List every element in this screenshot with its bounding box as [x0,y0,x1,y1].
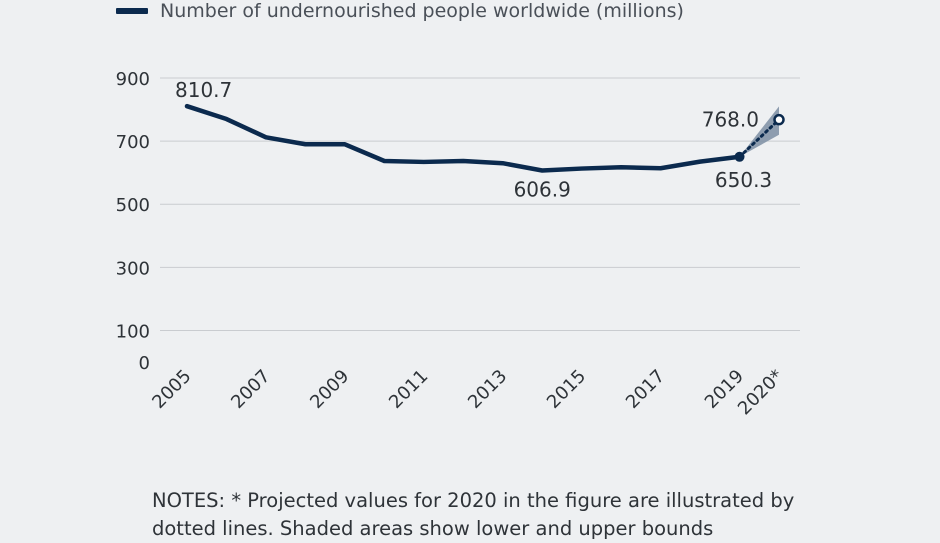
legend-label: Number of undernourished people worldwid… [160,0,684,22]
series-line-layer [184,103,785,173]
x-tick-label: 2017 [622,366,669,413]
data-label: 810.7 [175,78,232,102]
x-tick-label: 2011 [385,366,432,413]
y-tick-label: 100 [116,321,150,342]
y-tick-label: 500 [116,195,150,216]
y-tick-label: 900 [116,69,150,90]
x-tick-label: 2013 [464,366,511,413]
projection-band-layer [739,106,779,157]
y-axis-ticks: 0 100 300 500 700 900 [116,69,150,374]
data-label: 606.9 [514,177,571,201]
data-label: 650.3 [715,168,772,192]
y-tick-label: 300 [116,258,150,279]
data-label: 768.0 [702,108,759,132]
x-tick-label: 2007 [227,366,274,413]
y-tick-label: 0 [139,353,150,374]
data-labels: 810.7 606.9 650.3 768.0 [175,78,772,201]
legend: Number of undernourished people worldwid… [116,0,684,22]
series-line [184,103,742,173]
point-2020-projected [773,113,785,126]
y-tick-label: 700 [116,132,150,153]
line-chart: 0 100 300 500 700 900 2005 2007 2009 2011 2013 201… [116,69,800,420]
grid-layer [160,77,800,331]
point-2019 [734,151,745,162]
x-tick-label: 2020* [734,366,788,420]
notes-text: NOTES: * Projected values for 2020 in th… [152,489,795,540]
x-tick-label: 2009 [306,366,353,413]
projection-bound-band [739,106,779,157]
x-tick-label: 2005 [148,366,195,413]
legend-swatch [116,8,148,14]
x-tick-label: 2015 [543,366,590,413]
projection-dotted-line [738,118,781,159]
